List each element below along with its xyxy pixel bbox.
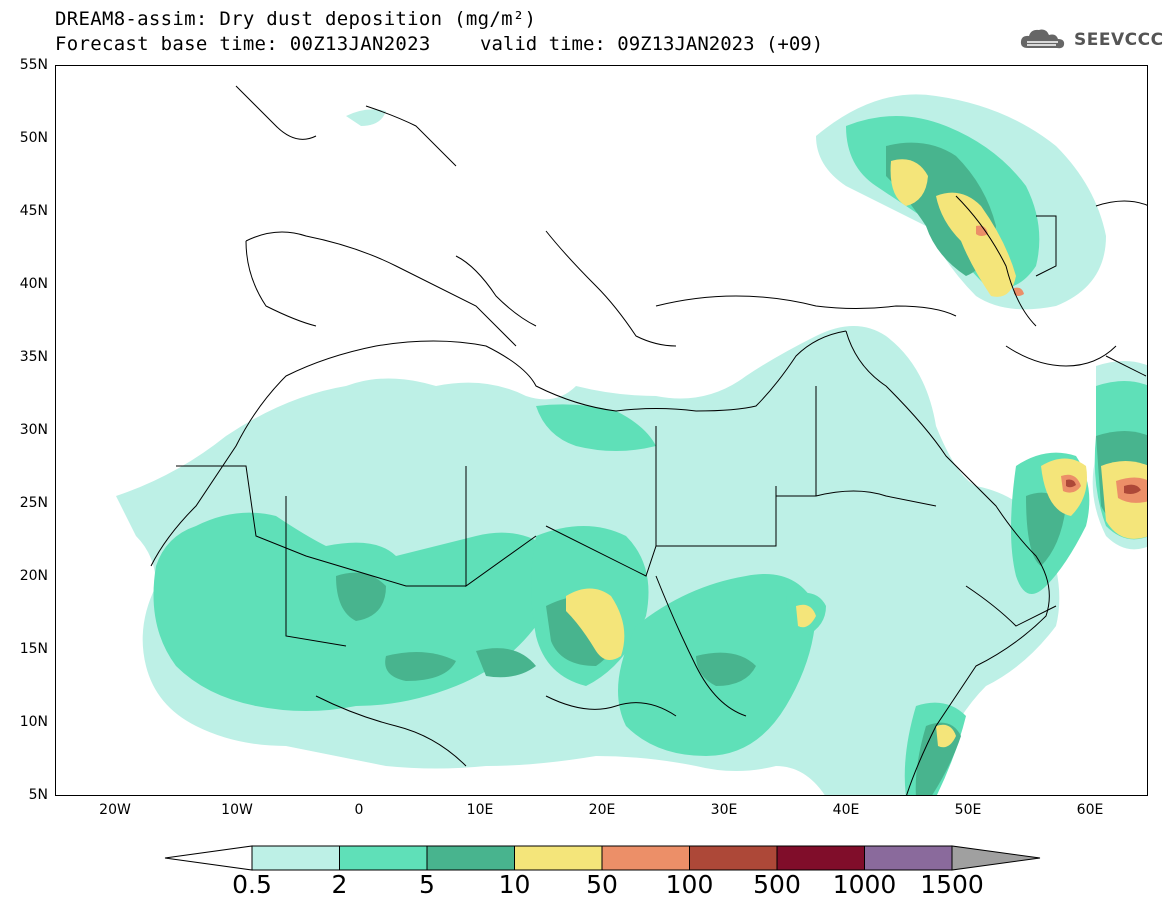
colorbar-swatch bbox=[339, 845, 428, 871]
colorbar-swatch bbox=[601, 845, 690, 871]
colorbar-tick-label: 1500 bbox=[920, 870, 984, 899]
latitude-label: 55N bbox=[19, 57, 48, 73]
longitude-label: 40E bbox=[832, 802, 860, 818]
longitude-label: 10W bbox=[221, 802, 253, 818]
map-title: DREAM8-assim: Dry dust deposition (mg/m²… bbox=[55, 8, 537, 30]
coastlines-and-borders bbox=[150, 85, 1147, 795]
colorbar-tick-label: 100 bbox=[665, 870, 714, 899]
seevccc-logo: SEEVCCC bbox=[1018, 26, 1164, 54]
colorbar-swatch bbox=[776, 845, 865, 871]
colorbar-tick-label: 5 bbox=[419, 870, 435, 899]
latitude-label: 45N bbox=[19, 203, 48, 219]
colorbar-tick-label: 0.5 bbox=[232, 870, 272, 899]
colorbar-tick-label: 500 bbox=[753, 870, 801, 899]
longitude-label: 20W bbox=[99, 802, 131, 818]
logo-label: SEEVCCC bbox=[1074, 30, 1164, 50]
colorbar bbox=[164, 845, 1041, 871]
colorbar-under-triangle bbox=[164, 845, 253, 871]
colorbar-over-triangle bbox=[951, 845, 1041, 871]
forecast-base-time: Forecast base time: 00Z13JAN2023 bbox=[55, 33, 431, 55]
latitude-label: 25N bbox=[19, 495, 48, 511]
colorbar-swatch bbox=[426, 845, 515, 871]
longitude-label: 30E bbox=[710, 802, 738, 818]
longitude-label: 60E bbox=[1076, 802, 1104, 818]
latitude-label: 10N bbox=[19, 714, 48, 730]
colorbar-swatch bbox=[689, 845, 778, 871]
colorbar-tick-label: 50 bbox=[586, 870, 618, 899]
colorbar-tick-label: 10 bbox=[498, 870, 531, 899]
colorbar-swatch bbox=[514, 845, 603, 871]
latitude-label: 40N bbox=[19, 276, 48, 292]
colorbar-tick-label: 2 bbox=[331, 870, 348, 899]
longitude-label: 10E bbox=[466, 802, 494, 818]
latitude-label: 20N bbox=[19, 568, 48, 584]
latitude-label: 15N bbox=[19, 641, 48, 657]
latitude-label: 5N bbox=[28, 787, 48, 803]
longitude-label: 20E bbox=[588, 802, 616, 818]
colorbar-swatch bbox=[864, 845, 953, 871]
colorbar-tick-label: 1000 bbox=[832, 870, 897, 899]
dust-deposition-map bbox=[116, 85, 1147, 795]
valid-time: valid time: 09Z13JAN2023 (+09) bbox=[480, 33, 824, 55]
latitude-label: 35N bbox=[19, 349, 48, 365]
contour-level-6 bbox=[1066, 479, 1141, 494]
cloud-icon bbox=[1020, 29, 1065, 49]
contour-level-4 bbox=[566, 159, 1147, 748]
longitude-label: 50E bbox=[954, 802, 982, 818]
map-panel bbox=[55, 65, 1148, 796]
colorbar-swatch bbox=[251, 845, 340, 871]
latitude-label: 30N bbox=[19, 422, 48, 438]
latitude-label: 50N bbox=[19, 130, 48, 146]
longitude-label: 0 bbox=[354, 802, 364, 818]
